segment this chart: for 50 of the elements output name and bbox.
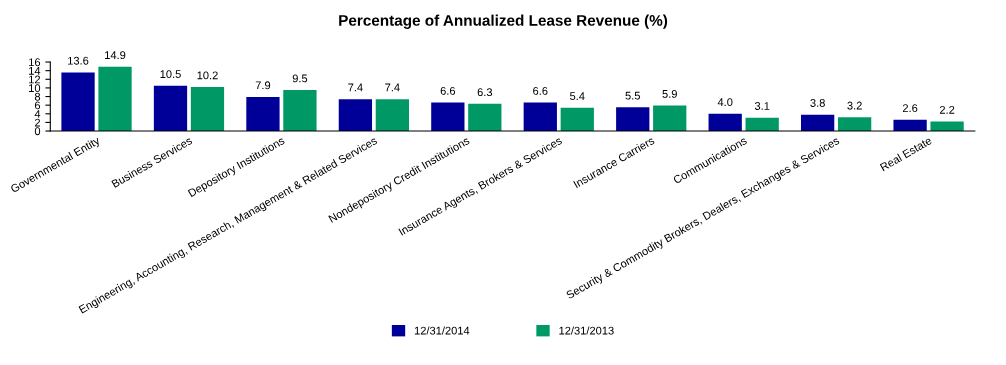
bar <box>560 107 594 132</box>
data-label: 9.5 <box>292 74 308 83</box>
y-tick-label: 10 <box>29 84 41 93</box>
data-label: 10.5 <box>160 70 181 79</box>
data-label: 14.9 <box>105 51 126 60</box>
bar <box>246 96 280 132</box>
bar <box>375 99 410 132</box>
data-label: 13.6 <box>68 56 89 65</box>
data-label: 2.2 <box>939 105 955 114</box>
bar <box>837 117 872 132</box>
bar <box>338 99 373 132</box>
data-label: 5.5 <box>625 91 640 100</box>
bar <box>708 113 742 132</box>
data-label: 7.4 <box>348 83 363 92</box>
chart-title: Percentage of Annualized Lease Revenue (%) <box>339 14 668 29</box>
y-tick-label: 2 <box>34 118 41 127</box>
data-label: 4.0 <box>717 98 733 107</box>
data-label: 10.2 <box>197 71 218 80</box>
y-tick-label: 8 <box>34 92 41 101</box>
data-label: 3.1 <box>754 102 770 110</box>
data-label: 6.3 <box>477 88 493 97</box>
legend-label: 12/31/2014 <box>414 326 470 335</box>
data-label: 3.8 <box>810 99 825 107</box>
data-label: 2.6 <box>902 104 918 113</box>
bar <box>468 103 502 132</box>
bar <box>153 85 188 132</box>
bar <box>893 119 927 132</box>
y-tick-label: 0 <box>34 127 41 136</box>
bar <box>61 72 95 132</box>
y-tick-label: 6 <box>34 101 41 110</box>
data-label: 6.6 <box>533 86 548 95</box>
y-tick-label: 16 <box>29 58 41 67</box>
bar <box>190 87 225 132</box>
bar <box>801 114 835 132</box>
data-label: 5.9 <box>662 89 677 98</box>
y-tick-label: 4 <box>34 110 41 118</box>
bar <box>431 102 465 132</box>
bar <box>616 107 650 132</box>
legend-label: 12/31/2013 <box>559 326 614 335</box>
y-tick-label: 14 <box>29 67 41 75</box>
bar <box>523 102 557 132</box>
data-label: 7.9 <box>255 81 271 90</box>
y-tick-label: 12 <box>29 75 41 84</box>
data-label: 6.6 <box>440 86 456 95</box>
bar <box>98 66 132 132</box>
data-label: 3.2 <box>847 101 862 110</box>
bar <box>653 105 687 132</box>
data-label: 5.4 <box>570 92 585 100</box>
bar <box>283 90 317 132</box>
data-label: 7.4 <box>385 83 400 92</box>
